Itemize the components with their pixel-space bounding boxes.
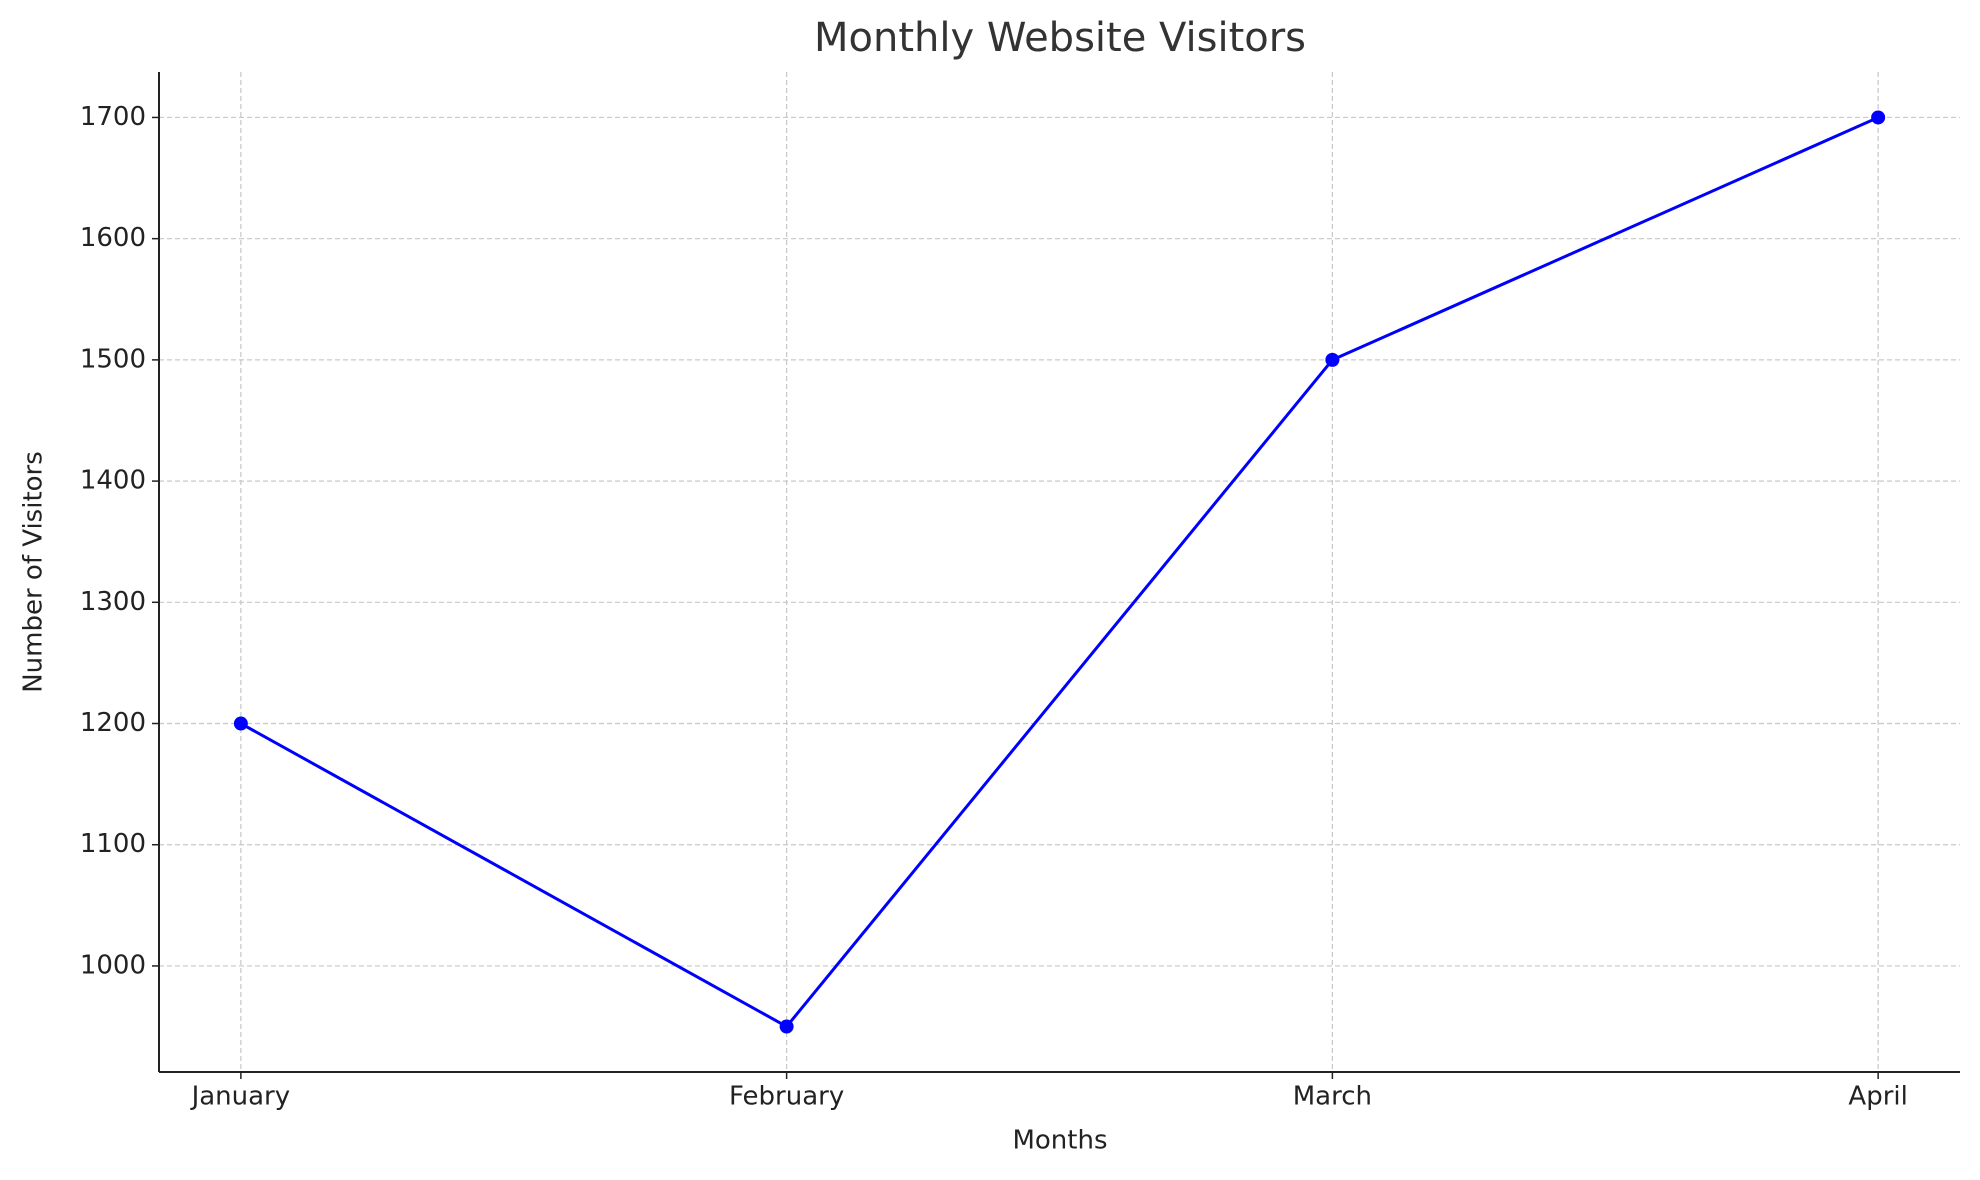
y-tick-label: 1200 [80, 708, 146, 738]
y-tick-label: 1300 [80, 587, 146, 617]
x-tick-label: April [1848, 1082, 1907, 1112]
y-tick-label: 1500 [80, 344, 146, 374]
marker [779, 1019, 794, 1034]
y-tick-label: 1400 [80, 466, 146, 496]
x-axis-title: Months [1012, 1126, 1107, 1156]
x-tick-label: January [190, 1082, 291, 1112]
x-tick-label: February [729, 1082, 844, 1112]
y-tick-label: 1100 [80, 829, 146, 859]
marker [233, 716, 248, 731]
x-tick-label: March [1293, 1082, 1372, 1112]
y-axis-title: Number of Visitors [19, 451, 49, 693]
chart-title: Monthly Website Visitors [814, 15, 1306, 61]
line [240, 116, 1879, 1029]
marker [1325, 352, 1340, 367]
y-tick-label: 1700 [80, 102, 146, 132]
marker [1871, 110, 1886, 125]
y-tick-label: 1600 [80, 223, 146, 253]
y-tick-label: 1000 [80, 950, 146, 980]
